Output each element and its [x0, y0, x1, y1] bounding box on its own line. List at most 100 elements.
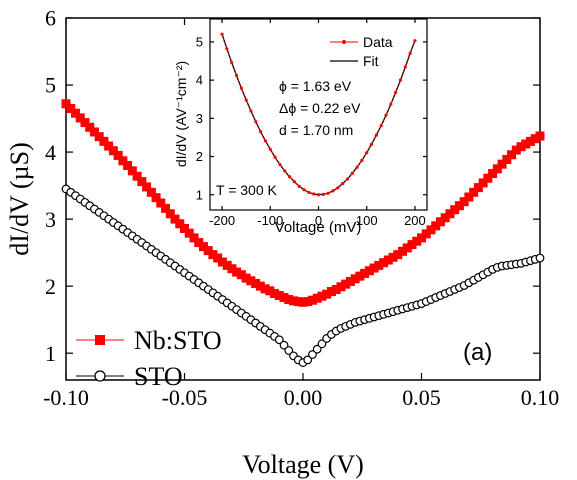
- main-x-tick-label: 0.00: [284, 385, 323, 410]
- inset-y-tick-label: 2: [196, 149, 203, 164]
- data-point-nb-sto: [336, 282, 346, 292]
- data-point-nb-sto: [279, 293, 289, 303]
- data-point-nb-sto: [265, 286, 275, 296]
- data-point-nb-sto: [307, 295, 317, 305]
- inset-x-tick-label: -100: [257, 213, 283, 228]
- main-series: [61, 99, 545, 367]
- data-point-nb-sto: [284, 295, 294, 305]
- data-point-nb-sto: [516, 142, 526, 152]
- main-x-tick-label: -0.10: [43, 385, 89, 410]
- data-point-nb-sto: [530, 134, 540, 144]
- inset-x-tick-label: -200: [209, 213, 235, 228]
- data-point-nb-sto: [298, 297, 308, 307]
- main-y-tick-label: 1: [45, 341, 56, 366]
- inset-y-tick-label: 3: [196, 111, 203, 126]
- data-point-nb-sto: [236, 270, 246, 280]
- data-point-nb-sto: [402, 243, 412, 253]
- data-point-nb-sto: [198, 242, 208, 252]
- inset-annotation-delta-phi: Δϕ = 0.22 eV: [279, 100, 361, 116]
- data-point-sto: [317, 339, 327, 349]
- inset-data-point: [365, 151, 369, 155]
- inset-data-point: [336, 186, 340, 190]
- data-point-nb-sto: [194, 238, 204, 248]
- inset-data-point: [312, 192, 316, 196]
- inset-legend-label-data: Data: [363, 34, 393, 50]
- inset-data-point: [403, 65, 407, 69]
- main-y-tick-label: 4: [45, 140, 56, 165]
- data-point-nb-sto: [85, 122, 95, 132]
- data-point-sto: [312, 344, 322, 354]
- data-point-sto: [284, 346, 294, 355]
- inset-data-point: [350, 171, 354, 175]
- main-y-tick-label: 6: [45, 6, 56, 31]
- data-point-nb-sto: [393, 250, 403, 260]
- main-tick-marks: [65, 17, 541, 380]
- data-point-nb-sto: [113, 150, 123, 160]
- inset-data-point: [239, 86, 243, 90]
- inset-data-point: [413, 39, 417, 43]
- data-point-nb-sto: [502, 154, 512, 164]
- data-point-sto: [274, 335, 284, 345]
- inset-data-point: [394, 90, 398, 94]
- inset-data-point: [273, 155, 277, 159]
- data-point-nb-sto: [146, 187, 156, 197]
- inset-data-point: [244, 98, 248, 102]
- data-point-nb-sto: [526, 136, 536, 146]
- data-point-nb-sto: [94, 132, 104, 142]
- legend-marker-sto: [94, 370, 106, 382]
- inset-data-point: [302, 188, 306, 192]
- data-point-sto: [308, 350, 317, 359]
- data-point-nb-sto: [151, 193, 161, 203]
- data-point-nb-sto: [75, 113, 85, 123]
- data-point-nb-sto: [61, 99, 71, 109]
- data-point-nb-sto: [440, 213, 450, 223]
- inset-data-point: [234, 73, 239, 78]
- inset-legend-marker-data: [342, 40, 346, 44]
- data-point-nb-sto: [312, 293, 322, 303]
- data-point-nb-sto: [412, 236, 422, 246]
- data-point-nb-sto: [104, 141, 114, 151]
- data-point-nb-sto: [435, 217, 445, 227]
- data-point-nb-sto: [108, 146, 118, 156]
- data-point-nb-sto: [350, 274, 360, 284]
- inset-data-point: [389, 102, 393, 106]
- inset-data-point: [384, 113, 388, 117]
- data-point-nb-sto: [180, 223, 189, 233]
- data-point-nb-sto: [66, 104, 76, 113]
- data-point-nb-sto: [189, 233, 199, 243]
- data-point-nb-sto: [478, 178, 488, 188]
- data-point-nb-sto: [317, 291, 327, 301]
- data-point-sto: [535, 253, 545, 263]
- inset-x-tick-label: 100: [356, 213, 378, 228]
- main-x-tick-label: -0.05: [162, 385, 208, 410]
- inset-data-point: [355, 165, 359, 169]
- data-point-nb-sto: [417, 233, 426, 243]
- data-point-nb-sto: [488, 169, 498, 179]
- data-point-nb-sto: [535, 131, 545, 141]
- data-point-nb-sto: [383, 255, 393, 265]
- legend-marker-nbsto: [95, 335, 105, 345]
- data-point-nb-sto: [322, 289, 332, 299]
- inset-legend-label-fit: Fit: [363, 53, 379, 69]
- inset-y-tick-label: 5: [196, 34, 203, 49]
- legend-label-nbsto: Nb:STO: [134, 326, 222, 355]
- data-point-nb-sto: [345, 276, 355, 286]
- data-point-nb-sto: [464, 192, 474, 202]
- inset-annotation-temperature: T = 300 K: [216, 182, 278, 198]
- main-legend: Nb:STO STO: [76, 326, 222, 391]
- main-y-tick-label: 2: [45, 274, 56, 299]
- data-point-nb-sto: [127, 166, 137, 176]
- data-point-nb-sto: [118, 156, 128, 166]
- inset-data-point: [287, 175, 292, 179]
- panel-label: (a): [463, 339, 492, 366]
- data-point-nb-sto: [454, 201, 464, 211]
- main-y-tick-label: 5: [45, 73, 56, 98]
- data-point-nb-sto: [388, 252, 398, 262]
- data-point-sto: [279, 340, 289, 350]
- series-nb-sto: [61, 99, 545, 307]
- data-point-nb-sto: [232, 267, 242, 277]
- inset-series: [220, 32, 417, 197]
- data-point-sto: [303, 355, 313, 365]
- data-point-nb-sto: [364, 266, 374, 276]
- data-point-nb-sto: [426, 225, 436, 235]
